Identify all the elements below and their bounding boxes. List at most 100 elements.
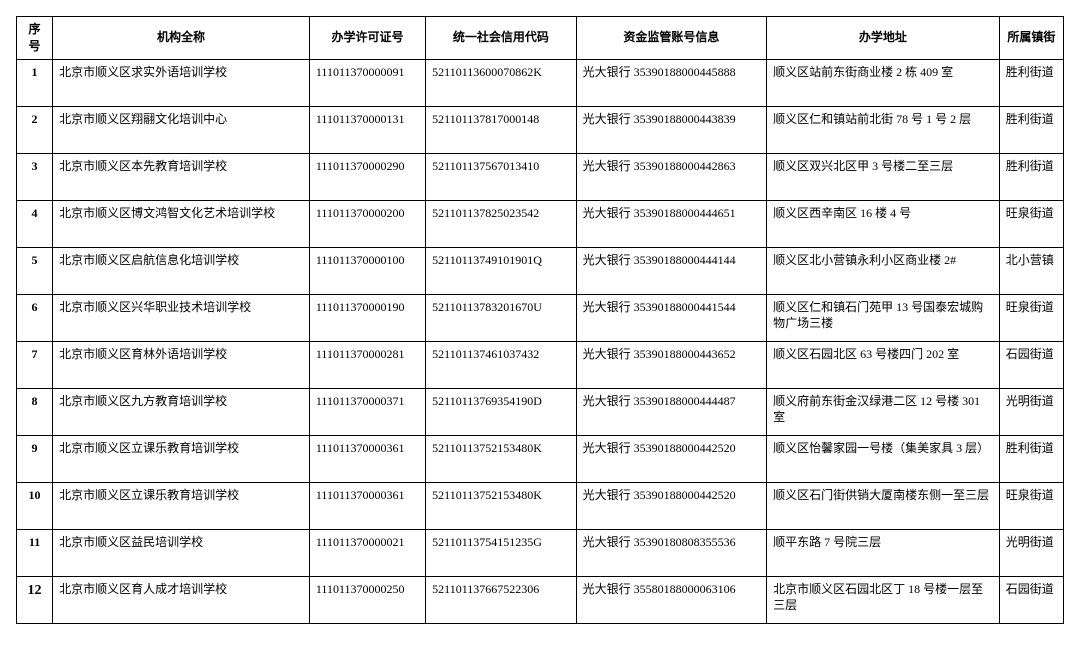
cell-credit: 521101137461037432: [426, 341, 576, 388]
cell-account: 光大银行 35390188000444144: [576, 247, 767, 294]
header-account: 资金监管账号信息: [576, 17, 767, 60]
cell-credit: 521101137825023542: [426, 200, 576, 247]
cell-seq: 9: [17, 435, 53, 482]
cell-permit: 111011370000281: [309, 341, 425, 388]
cell-town: 胜利街道: [999, 59, 1063, 106]
header-addr: 办学地址: [767, 17, 1000, 60]
header-credit: 统一社会信用代码: [426, 17, 576, 60]
cell-credit: 52110113600070862K: [426, 59, 576, 106]
header-town: 所属镇街: [999, 17, 1063, 60]
table-row: 3北京市顺义区本先教育培训学校1110113700002905211011375…: [17, 153, 1064, 200]
cell-name: 北京市顺义区兴华职业技术培训学校: [53, 294, 310, 341]
cell-account: 光大银行 35390188000442863: [576, 153, 767, 200]
cell-town: 光明街道: [999, 529, 1063, 576]
cell-town: 胜利街道: [999, 435, 1063, 482]
cell-addr: 顺义区怡馨家园一号楼（集美家具 3 层）: [767, 435, 1000, 482]
cell-account: 光大银行 35390188000443652: [576, 341, 767, 388]
cell-account: 光大银行 35390188000444651: [576, 200, 767, 247]
cell-name: 北京市顺义区启航信息化培训学校: [53, 247, 310, 294]
cell-credit: 52110113749101901Q: [426, 247, 576, 294]
table-row: 9北京市顺义区立课乐教育培训学校111011370000361521101137…: [17, 435, 1064, 482]
cell-credit: 521101137567013410: [426, 153, 576, 200]
cell-account: 光大银行 35390188000445888: [576, 59, 767, 106]
table-row: 6北京市顺义区兴华职业技术培训学校11101137000019052110113…: [17, 294, 1064, 341]
cell-addr: 顺义区石门街供销大厦南楼东侧一至三层: [767, 482, 1000, 529]
cell-addr: 顺义府前东街金汉绿港二区 12 号楼 301 室: [767, 388, 1000, 435]
cell-seq: 6: [17, 294, 53, 341]
cell-town: 石园街道: [999, 341, 1063, 388]
header-seq: 序号: [17, 17, 53, 60]
cell-permit: 111011370000190: [309, 294, 425, 341]
header-name: 机构全称: [53, 17, 310, 60]
cell-town: 旺泉街道: [999, 294, 1063, 341]
cell-name: 北京市顺义区九方教育培训学校: [53, 388, 310, 435]
cell-seq: 11: [17, 529, 53, 576]
cell-permit: 111011370000250: [309, 576, 425, 623]
table-row: 8北京市顺义区九方教育培训学校1110113700003715211011376…: [17, 388, 1064, 435]
cell-permit: 111011370000131: [309, 106, 425, 153]
cell-seq: 2: [17, 106, 53, 153]
cell-seq: 3: [17, 153, 53, 200]
cell-permit: 111011370000021: [309, 529, 425, 576]
cell-addr: 顺义区站前东街商业楼 2 栋 409 室: [767, 59, 1000, 106]
table-row: 11北京市顺义区益民培训学校11101137000002152110113754…: [17, 529, 1064, 576]
cell-town: 旺泉街道: [999, 200, 1063, 247]
cell-seq: 5: [17, 247, 53, 294]
table-body: 1北京市顺义区求实外语培训学校1110113700000915211011360…: [17, 59, 1064, 623]
header-permit: 办学许可证号: [309, 17, 425, 60]
cell-account: 光大银行 35390188000441544: [576, 294, 767, 341]
cell-town: 胜利街道: [999, 153, 1063, 200]
cell-addr: 顺义区北小营镇永利小区商业楼 2#: [767, 247, 1000, 294]
cell-account: 光大银行 35390180808355536: [576, 529, 767, 576]
table-row: 4北京市顺义区博文鸿智文化艺术培训学校111011370000200521101…: [17, 200, 1064, 247]
table-row: 5北京市顺义区启航信息化培训学校111011370000100521101137…: [17, 247, 1064, 294]
table-row: 2北京市顺义区翔翮文化培训中心1110113700001315211011378…: [17, 106, 1064, 153]
cell-name: 北京市顺义区翔翮文化培训中心: [53, 106, 310, 153]
cell-addr: 顺义区仁和镇石门苑甲 13 号国泰宏城购物广场三楼: [767, 294, 1000, 341]
cell-account: 光大银行 35390188000444487: [576, 388, 767, 435]
cell-permit: 111011370000371: [309, 388, 425, 435]
cell-permit: 111011370000100: [309, 247, 425, 294]
cell-seq: 8: [17, 388, 53, 435]
cell-account: 光大银行 35390188000442520: [576, 435, 767, 482]
cell-credit: 521101137667522306: [426, 576, 576, 623]
table-row: 7北京市顺义区育林外语培训学校1110113700002815211011374…: [17, 341, 1064, 388]
cell-credit: 52110113752153480K: [426, 482, 576, 529]
table-row: 12北京市顺义区育人成才培训学校111011370000250521101137…: [17, 576, 1064, 623]
cell-permit: 111011370000361: [309, 435, 425, 482]
cell-name: 北京市顺义区育林外语培训学校: [53, 341, 310, 388]
cell-seq: 1: [17, 59, 53, 106]
cell-permit: 111011370000200: [309, 200, 425, 247]
cell-name: 北京市顺义区博文鸿智文化艺术培训学校: [53, 200, 310, 247]
cell-credit: 52110113783201670U: [426, 294, 576, 341]
cell-addr: 北京市顺义区石园北区丁 18 号楼一层至三层: [767, 576, 1000, 623]
cell-permit: 111011370000091: [309, 59, 425, 106]
cell-seq: 12: [17, 576, 53, 623]
table-row: 1北京市顺义区求实外语培训学校1110113700000915211011360…: [17, 59, 1064, 106]
cell-town: 北小营镇: [999, 247, 1063, 294]
cell-seq: 7: [17, 341, 53, 388]
cell-name: 北京市顺义区立课乐教育培训学校: [53, 435, 310, 482]
cell-name: 北京市顺义区求实外语培训学校: [53, 59, 310, 106]
cell-name: 北京市顺义区本先教育培训学校: [53, 153, 310, 200]
cell-account: 光大银行 35390188000443839: [576, 106, 767, 153]
cell-credit: 52110113754151235G: [426, 529, 576, 576]
cell-credit: 52110113769354190D: [426, 388, 576, 435]
cell-seq: 4: [17, 200, 53, 247]
cell-name: 北京市顺义区育人成才培训学校: [53, 576, 310, 623]
cell-credit: 521101137817000148: [426, 106, 576, 153]
institution-table: 序号 机构全称 办学许可证号 统一社会信用代码 资金监管账号信息 办学地址 所属…: [16, 16, 1064, 624]
cell-addr: 顺义区石园北区 63 号楼四门 202 室: [767, 341, 1000, 388]
cell-town: 旺泉街道: [999, 482, 1063, 529]
cell-addr: 顺义区西辛南区 16 楼 4 号: [767, 200, 1000, 247]
cell-permit: 111011370000361: [309, 482, 425, 529]
table-header-row: 序号 机构全称 办学许可证号 统一社会信用代码 资金监管账号信息 办学地址 所属…: [17, 17, 1064, 60]
cell-permit: 111011370000290: [309, 153, 425, 200]
cell-town: 光明街道: [999, 388, 1063, 435]
cell-addr: 顺义区双兴北区甲 3 号楼二至三层: [767, 153, 1000, 200]
cell-name: 北京市顺义区立课乐教育培训学校: [53, 482, 310, 529]
cell-account: 光大银行 35390188000442520: [576, 482, 767, 529]
cell-account: 光大银行 35580188000063106: [576, 576, 767, 623]
cell-town: 胜利街道: [999, 106, 1063, 153]
cell-town: 石园街道: [999, 576, 1063, 623]
